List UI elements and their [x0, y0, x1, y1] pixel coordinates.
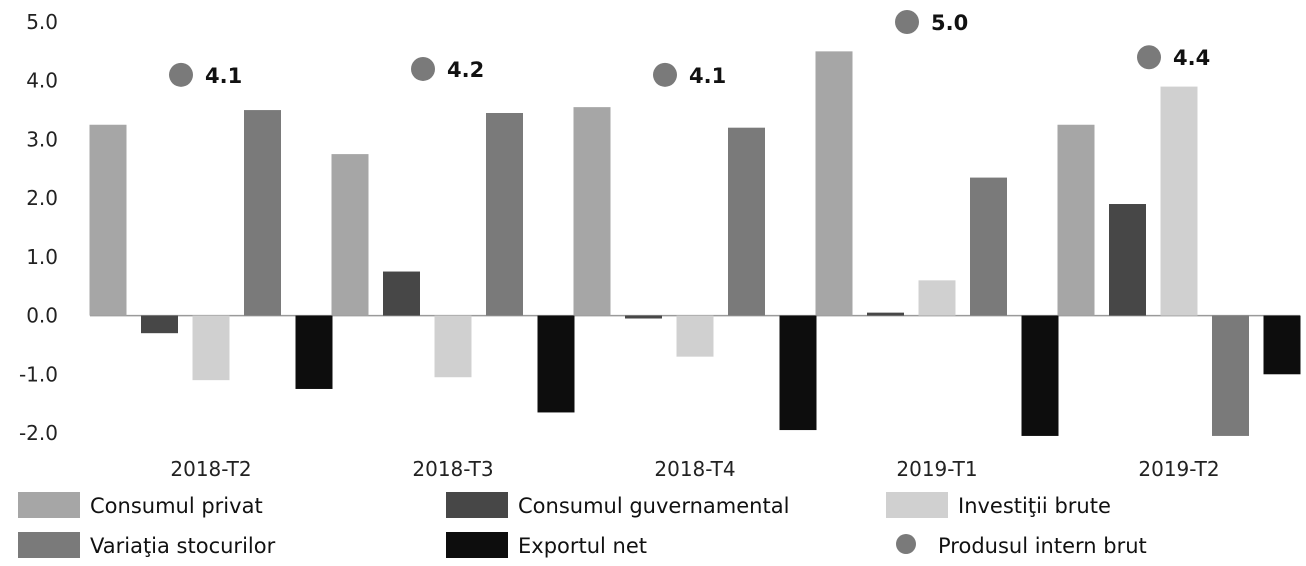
y-tick-label: 2.0 — [26, 186, 58, 210]
bar-varia-ia-stocurilor — [486, 113, 523, 316]
bar-exportul-net — [1021, 315, 1059, 436]
gdp-data-label: 4.1 — [205, 64, 242, 88]
legend: Consumul privat Consumul guvernamental Inv… — [18, 492, 1147, 558]
bar-consumul-privat — [1057, 124, 1095, 316]
bar-varia-ia-stocurilor — [244, 110, 281, 316]
gdp-point — [411, 56, 435, 81]
gdp-data-label: 4.4 — [1173, 46, 1210, 70]
bar-investi-ii-brute — [1160, 86, 1198, 316]
bar-investi-ii-brute — [676, 315, 714, 357]
bar-consumul-guvernamental — [383, 271, 420, 316]
bar-consumul-privat — [815, 51, 853, 316]
legend-label-investi-ii-brute: Investiţii brute — [958, 494, 1111, 518]
legend-swatch-varia-ia-stocurilor — [18, 532, 80, 558]
legend-swatch-exportul-net — [446, 532, 508, 558]
legend-swatch-investi-ii-brute — [886, 492, 948, 518]
legend-label-exportul-net: Exportul net — [518, 534, 647, 558]
y-tick-label: 4.0 — [26, 69, 58, 93]
legend-swatch-produsul-intern-brut — [896, 534, 916, 554]
y-tick-label: -2.0 — [19, 421, 58, 445]
legend-swatch-consumul-guvernamental — [446, 492, 508, 518]
legend-swatch-consumul-privat — [18, 492, 80, 518]
legend-label-produsul-intern-brut: Produsul intern brut — [938, 534, 1147, 558]
bar-consumul-guvernamental — [1109, 204, 1146, 316]
gdp-data-label: 4.2 — [447, 58, 484, 82]
y-tick-label: 5.0 — [26, 10, 58, 34]
bar-consumul-privat — [331, 154, 369, 316]
x-category-label: 2019-T1 — [896, 457, 977, 481]
x-category-label: 2018-T4 — [654, 457, 735, 481]
bar-investi-ii-brute — [192, 315, 230, 381]
x-category-label: 2018-T2 — [170, 457, 251, 481]
bar-varia-ia-stocurilor — [728, 127, 765, 316]
y-tick-label: 1.0 — [26, 245, 58, 269]
y-tick-label: -1.0 — [19, 362, 58, 386]
legend-label-consumul-privat: Consumul privat — [90, 494, 263, 518]
legend-label-varia-ia-stocurilor: Variaţia stocurilor — [90, 534, 276, 558]
legend-label-consumul-guvernamental: Consumul guvernamental — [518, 494, 789, 518]
gdp-point — [653, 62, 677, 87]
bar-exportul-net — [537, 315, 575, 413]
gdp-point — [169, 62, 193, 87]
bar-varia-ia-stocurilor — [970, 177, 1007, 316]
bar-series — [89, 51, 1301, 436]
bar-consumul-guvernamental — [141, 315, 178, 334]
gdp-data-label: 5.0 — [931, 11, 968, 35]
x-category-label: 2019-T2 — [1138, 457, 1219, 481]
bar-investi-ii-brute — [434, 315, 472, 378]
gdp-point — [1137, 45, 1161, 70]
bar-exportul-net — [1263, 315, 1301, 375]
gdp-point — [895, 10, 919, 34]
bar-investi-ii-brute — [918, 280, 956, 316]
bar-exportul-net — [295, 315, 333, 389]
bar-consumul-privat — [89, 124, 127, 316]
bar-consumul-privat — [573, 107, 611, 316]
y-tick-label: 3.0 — [26, 127, 58, 151]
bar-exportul-net — [779, 315, 817, 431]
y-tick-label: 0.0 — [26, 304, 58, 328]
bar-varia-ia-stocurilor — [1212, 315, 1249, 436]
bar-consumul-guvernamental — [625, 315, 662, 319]
x-category-label: 2018-T3 — [412, 457, 493, 481]
bar-consumul-guvernamental — [867, 312, 904, 316]
point-series: 4.1 4.2 4.1 5.0 4.4 — [169, 10, 1210, 88]
gdp-data-label: 4.1 — [689, 64, 726, 88]
